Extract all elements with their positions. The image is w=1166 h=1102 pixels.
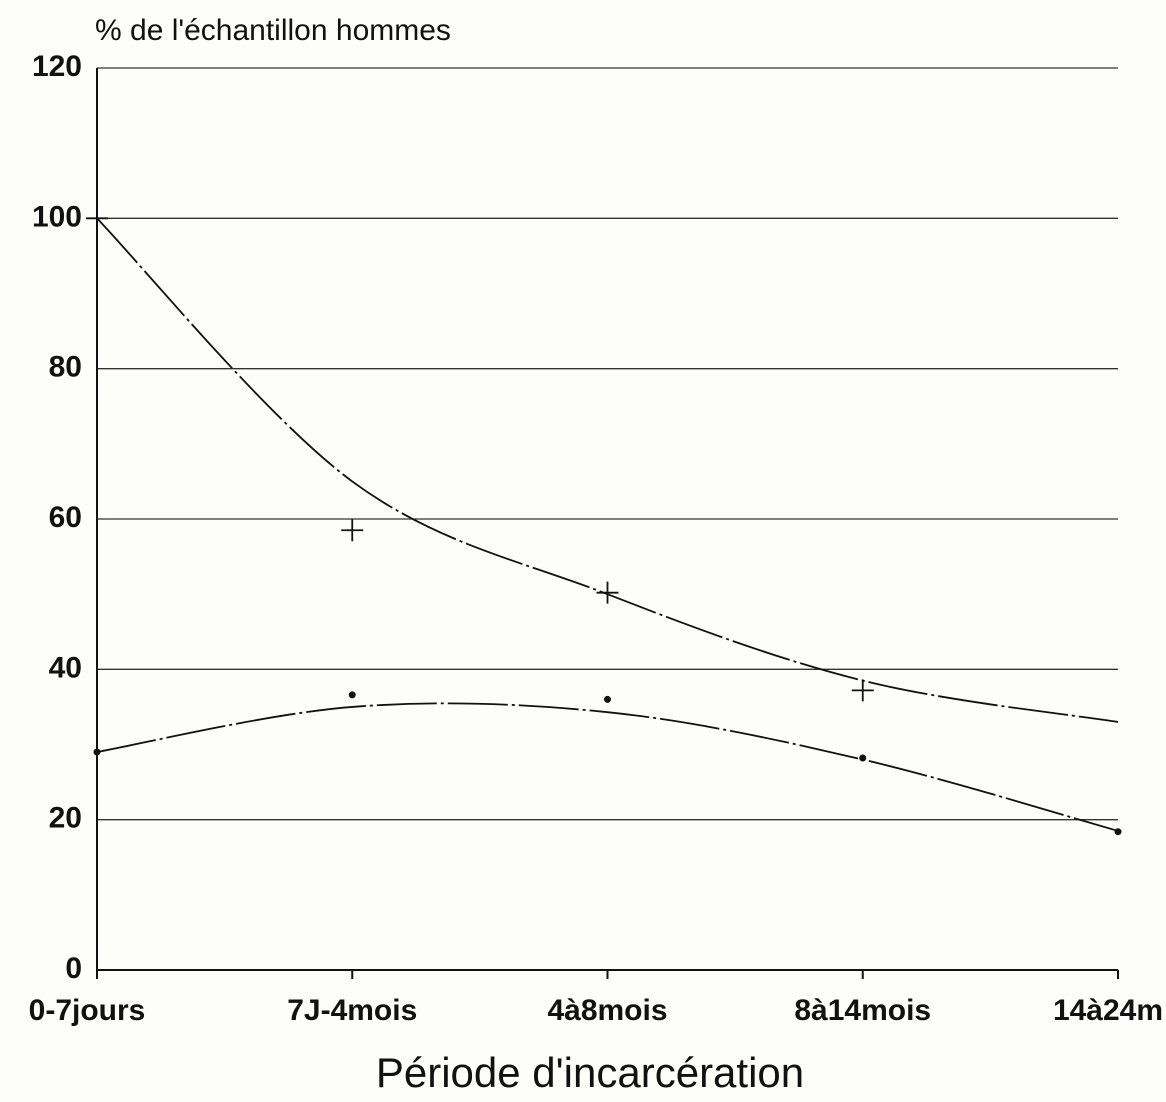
y-tick-label: 120 [32,50,82,83]
x-axis-title: Période d'incarcération [376,1049,804,1096]
y-tick-label: 60 [49,501,82,534]
y-tick-label: 0 [65,952,82,985]
x-tick-label: 8à14mois [794,994,931,1027]
y-tick-label: 20 [49,802,82,835]
plus-marker [341,519,364,542]
y-axis-title: % de l'échantillon hommes [95,14,451,47]
plus-marker [86,207,108,230]
x-tick-label: 0-7jours [29,994,146,1027]
fit-line [96,702,1119,832]
plus-marker [851,679,874,702]
fit-line [96,217,1119,723]
y-tick-label: 80 [49,351,82,384]
x-tick-label: 7J-4mois [287,994,417,1027]
dot-marker [348,691,356,699]
dot-marker [604,695,611,703]
plus-marker [596,581,619,604]
y-tick-label: 100 [32,200,82,233]
x-tick-label: 14à24m [1053,994,1163,1027]
x-tick-label: 4à8mois [547,994,667,1027]
y-tick-label: 40 [49,651,82,684]
dot-marker [1114,828,1122,836]
dot-marker [859,754,867,762]
